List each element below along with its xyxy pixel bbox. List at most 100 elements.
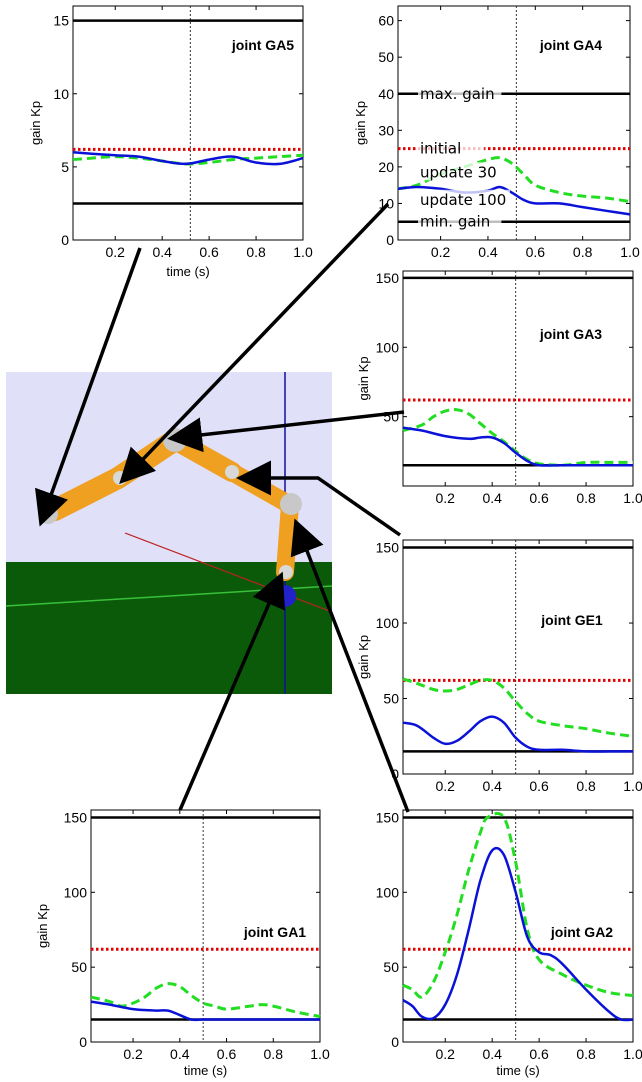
- legend-entry: min. gain: [420, 213, 490, 231]
- ground-axis-red: [124, 532, 333, 613]
- arrow-ga3: [167, 410, 405, 453]
- y-tick-label: 50: [383, 691, 399, 707]
- x-tick-label: 1.0: [623, 778, 642, 794]
- x-tick-label: 1.0: [623, 1046, 642, 1062]
- x-tick-label: 0.6: [217, 1046, 237, 1062]
- x-tick-label: 1.0: [310, 1046, 330, 1062]
- plot-title: joint GA4: [539, 37, 602, 53]
- chart-panel-3: 0.2 0.4 0.6 0.8 1.0 50 100 150 joint GA3 gain Kp: [356, 270, 642, 506]
- y-tick-label: 100: [64, 884, 88, 900]
- plot-frame: [402, 270, 634, 487]
- x-tick-label: 0.2: [106, 244, 126, 260]
- legend-bg: [418, 83, 502, 102]
- y-tick-label: 20: [378, 159, 394, 175]
- legend-bg: [418, 189, 510, 208]
- y-tick-label: 50: [383, 409, 399, 425]
- y-tick-label: 0: [391, 766, 399, 782]
- arrow-ga1: [178, 571, 285, 811]
- series-update-30: [402, 812, 634, 999]
- y-tick-label: 60: [378, 13, 394, 29]
- x-tick-label: 0.8: [573, 244, 593, 260]
- series-update-100: [402, 715, 633, 753]
- arrow-ge1: [236, 460, 401, 537]
- x-tick-label: 0.4: [482, 1046, 502, 1062]
- y-axis-label: gain Kp: [356, 356, 371, 400]
- x-tick-label: 0.4: [170, 1046, 190, 1062]
- plot-title: joint GA5: [231, 37, 294, 53]
- connector-arrows: [35, 202, 410, 813]
- legend-entry: update 100: [420, 191, 506, 209]
- x-tick-label: 1.0: [623, 490, 642, 506]
- x-tick-label: 1.0: [620, 244, 640, 260]
- legend-entry: max. gain: [420, 85, 495, 103]
- scene-ground: [6, 562, 332, 694]
- y-tick-label: 10: [53, 86, 69, 102]
- y-tick-label: 50: [383, 959, 399, 975]
- y-tick-label: 150: [376, 809, 400, 825]
- x-axis-label: time (s): [166, 264, 209, 279]
- x-tick-label: 0.4: [152, 244, 172, 260]
- chart-panel-6: 0.2 0.4 0.6 0.8 1.0 0 50 100 150 joint GA2 time (s…: [376, 809, 642, 1078]
- y-tick-label: 5: [61, 159, 69, 175]
- y-tick-label: 150: [376, 540, 400, 556]
- x-tick-label: 0.8: [576, 490, 596, 506]
- x-tick-label: 0.2: [123, 1046, 143, 1062]
- y-tick-label: 0: [391, 1034, 399, 1050]
- plot-frame: [72, 5, 304, 241]
- x-tick-label: 0.2: [436, 490, 456, 506]
- y-tick-label: 0: [61, 232, 69, 248]
- x-tick-label: 0.8: [576, 778, 596, 794]
- y-tick-label: 50: [71, 959, 87, 975]
- x-axis-label: time (s): [496, 1063, 539, 1078]
- series-update-100: [72, 151, 304, 166]
- y-axis-label: gain Kp: [356, 635, 371, 679]
- x-axis-label: time (s): [184, 1063, 227, 1078]
- y-tick-label: 100: [376, 339, 400, 355]
- y-tick-label: 50: [378, 49, 394, 65]
- y-tick-label: 100: [376, 615, 400, 631]
- chart-panel-5: 0.2 0.4 0.6 0.8 1.0 0 50 100 150 joint GA1 gain Kp…: [35, 809, 330, 1078]
- series-update-30: [402, 677, 634, 738]
- x-tick-label: 0.8: [246, 244, 266, 260]
- plot-title: joint GA1: [243, 924, 306, 940]
- robot-scene: [5, 372, 333, 694]
- y-tick-label: 150: [64, 809, 88, 825]
- x-tick-label: 0.4: [478, 244, 498, 260]
- y-axis-label: gain Kp: [28, 101, 43, 145]
- plot-frame: [402, 539, 634, 775]
- x-tick-label: 0.8: [576, 1046, 596, 1062]
- plot-title: joint GA2: [550, 924, 613, 940]
- x-tick-label: 0.2: [436, 778, 456, 794]
- series-update-100: [402, 846, 634, 1022]
- legend-bg: [418, 162, 502, 181]
- x-tick-label: 0.8: [264, 1046, 284, 1062]
- x-tick-label: 1.0: [293, 244, 313, 260]
- legend-entry: initial: [420, 140, 461, 158]
- x-tick-label: 0.4: [482, 778, 502, 794]
- x-tick-label: 0.2: [431, 244, 451, 260]
- legend-bg: [418, 211, 502, 230]
- chart-panel-4: 0.2 0.4 0.6 0.8 1.0 0 50 100 150 joint GE1 gain Kp: [356, 539, 642, 794]
- y-tick-label: 100: [376, 884, 400, 900]
- y-tick-label: 150: [376, 270, 400, 286]
- x-tick-label: 0.4: [482, 490, 502, 506]
- y-tick-label: 40: [378, 86, 394, 102]
- charts-layer: 0.2 0.4 0.6 0.8 1.0 0 5 10 15 joint GA5 gain Kp tim…: [28, 5, 642, 1078]
- y-tick-label: 0: [79, 1034, 87, 1050]
- x-tick-label: 0.6: [199, 244, 219, 260]
- plot-title: joint GA3: [539, 326, 602, 342]
- x-tick-label: 0.6: [526, 244, 546, 260]
- series-update-100: [90, 1000, 320, 1022]
- legend-entry: update 30: [420, 163, 497, 181]
- y-tick-label: 15: [53, 13, 69, 29]
- series-update-100: [397, 185, 631, 216]
- y-axis-label: gain Kp: [35, 904, 50, 948]
- plot-frame: [402, 809, 634, 1043]
- chart-panel-1: 0.2 0.4 0.6 0.8 1.0 0 5 10 15 joint GA5 gain Kp tim…: [28, 5, 313, 279]
- x-tick-label: 0.6: [529, 1046, 549, 1062]
- x-tick-label: 0.6: [529, 778, 549, 794]
- x-tick-label: 0.6: [529, 490, 549, 506]
- series-update-30: [90, 982, 321, 1019]
